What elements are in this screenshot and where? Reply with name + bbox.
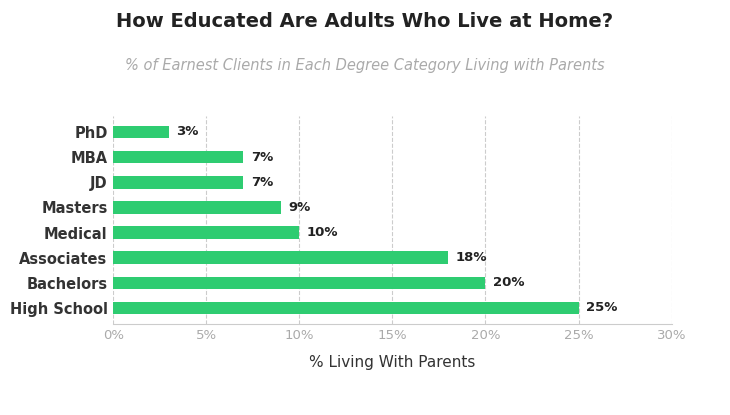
X-axis label: % Living With Parents: % Living With Parents — [310, 356, 475, 371]
Text: 9%: 9% — [288, 201, 310, 214]
Text: How Educated Are Adults Who Live at Home?: How Educated Are Adults Who Live at Home… — [117, 12, 613, 32]
Bar — [113, 302, 579, 314]
Text: 25%: 25% — [586, 301, 618, 315]
Text: % of Earnest Clients in Each Degree Category Living with Parents: % of Earnest Clients in Each Degree Cate… — [125, 58, 605, 73]
Bar — [113, 151, 244, 164]
Text: 20%: 20% — [493, 276, 524, 289]
Bar — [113, 176, 244, 188]
Bar — [113, 226, 299, 239]
Bar — [113, 126, 169, 138]
Bar — [113, 251, 448, 264]
Text: 7%: 7% — [251, 176, 273, 189]
Text: 7%: 7% — [251, 151, 273, 164]
Bar — [113, 201, 281, 214]
Text: 10%: 10% — [307, 226, 338, 239]
Bar — [113, 276, 485, 289]
Text: 18%: 18% — [456, 251, 487, 264]
Text: 3%: 3% — [177, 125, 199, 139]
